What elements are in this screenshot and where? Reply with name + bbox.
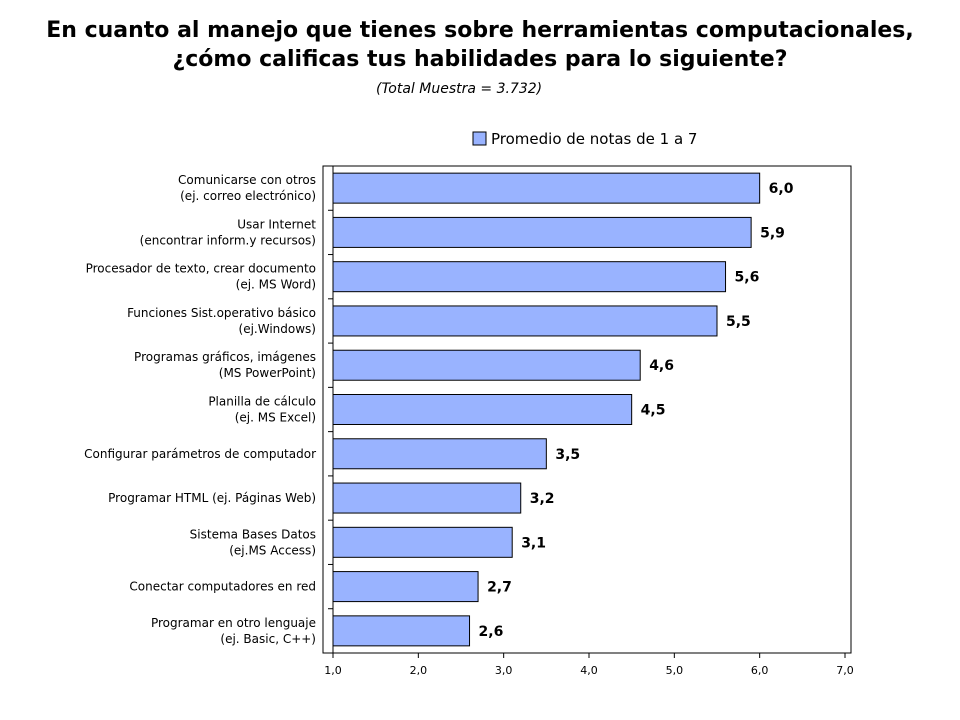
category-label: Configurar parámetros de computador [84, 447, 316, 461]
x-tick-label: 5,0 [666, 664, 684, 677]
data-label: 5,5 [726, 314, 751, 330]
category-label: Sistema Bases Datos (ej.MS Access) [190, 527, 316, 557]
legend-swatch [472, 131, 487, 146]
bar [332, 482, 522, 514]
x-tick-label: 4,0 [580, 664, 598, 677]
data-label: 2,6 [479, 624, 504, 640]
bar [332, 349, 641, 381]
category-label: Conectar computadores en red [129, 580, 316, 594]
bar [332, 305, 718, 337]
category-label: Usar Internet (encontrar inform.y recurso… [140, 217, 317, 247]
category-label: Comunicarse con otros (ej. correo electró… [178, 173, 316, 203]
bar [332, 216, 752, 248]
category-label: Procesador de texto, crear documento (ej.… [86, 262, 316, 292]
chart-title-line-2: ¿cómo calificas tus habilidades para lo … [172, 47, 788, 72]
bar [332, 172, 761, 204]
bar [332, 394, 633, 425]
bar [332, 615, 471, 647]
data-label: 6,0 [769, 181, 794, 197]
category-label: Programar en otro lenguaje (ej. Basic, C+… [151, 616, 316, 646]
category-label: Programar HTML (ej. Páginas Web) [108, 491, 316, 505]
data-label: 5,9 [760, 225, 785, 241]
category-label: Funciones Sist.operativo básico (ej.Windo… [127, 306, 316, 336]
x-tick-label: 7,0 [836, 664, 854, 677]
chart-title-line-1: En cuanto al manejo que tienes sobre her… [46, 18, 914, 43]
plot-area [322, 165, 852, 654]
data-label: 4,6 [649, 358, 674, 374]
bar [332, 261, 727, 293]
x-tick-label: 1,0 [324, 664, 342, 677]
legend-label: Promedio de notas de 1 a 7 [491, 130, 697, 148]
bar [332, 438, 547, 470]
chart-subtitle: (Total Muestra = 3.732) [376, 81, 543, 97]
data-label: 2,7 [487, 580, 512, 596]
data-label: 5,6 [735, 270, 760, 286]
category-label: Programas gráficos, imágenes (MS PowerPoi… [134, 350, 316, 380]
legend: Promedio de notas de 1 a 7 [472, 130, 697, 148]
data-label: 3,2 [530, 491, 555, 507]
category-label: Planilla de cálculo (ej. MS Excel) [208, 395, 316, 425]
data-label: 4,5 [641, 403, 666, 419]
data-label: 3,5 [555, 447, 580, 463]
x-tick-label: 2,0 [410, 664, 428, 677]
x-tick-label: 3,0 [495, 664, 513, 677]
data-label: 3,1 [521, 535, 546, 551]
x-tick-label: 6,0 [751, 664, 769, 677]
bar [332, 526, 513, 558]
bar [332, 571, 479, 603]
